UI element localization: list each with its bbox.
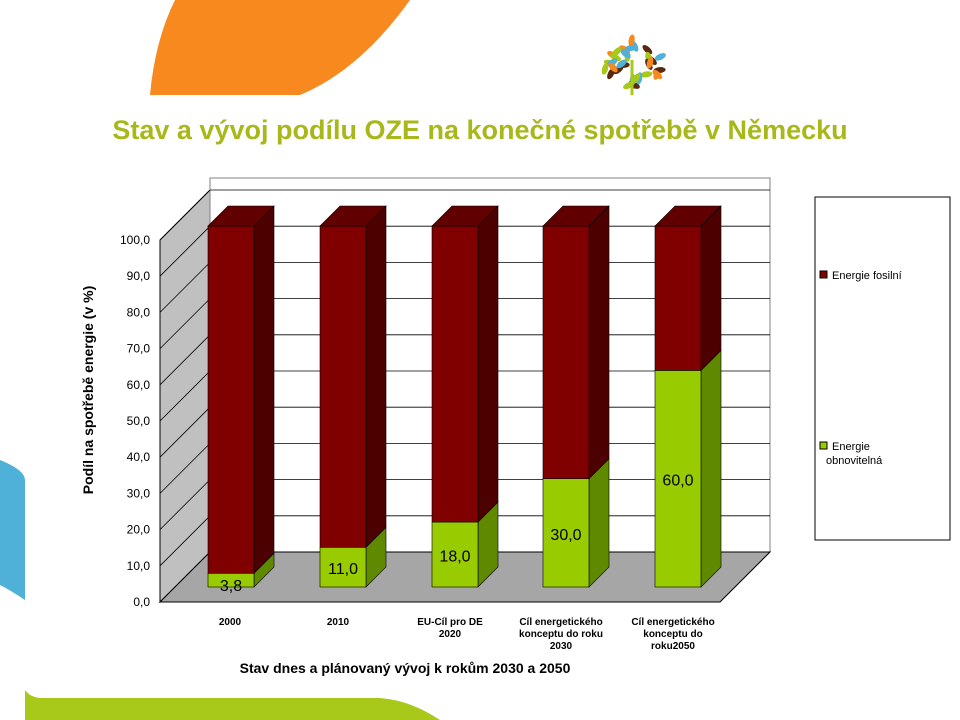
logo-leaf — [612, 47, 622, 57]
bar-renewable — [431, 521, 479, 588]
x-tick-label: Cíl energetického — [519, 617, 602, 628]
orange-decoration — [150, 0, 410, 95]
x-tick-label: Cíl energetického — [631, 617, 714, 628]
y-tick-label: 30,0 — [127, 486, 151, 500]
logo-leaf — [652, 69, 663, 80]
y-tick-label: 10,0 — [127, 559, 151, 573]
y-tick-label: 80,0 — [127, 305, 151, 319]
bar-side — [477, 205, 499, 523]
tree-logo — [601, 34, 666, 95]
x-tick-label: 2000 — [219, 617, 242, 628]
y-tick-label: 0,0 — [133, 595, 150, 609]
bar-top — [431, 205, 499, 227]
logo-leaf — [642, 45, 653, 55]
logo-leaf — [654, 53, 666, 61]
bar-side — [700, 349, 722, 588]
chart: 0,0 10,0 20,0 30,0 40,0 50,0 60,0 70,0 80,0 90,0 1… — [80, 177, 951, 676]
bar-fossil — [207, 225, 255, 574]
bar-renewable — [542, 478, 590, 588]
gridline-side — [159, 298, 211, 349]
bar-fossil — [319, 225, 367, 548]
legend-swatch-renewable — [819, 441, 828, 450]
bar-side — [365, 205, 387, 549]
data-label: 11,0 — [328, 561, 358, 578]
y-tick-label: 50,0 — [127, 414, 151, 428]
bar-top — [542, 205, 610, 227]
bar-top — [319, 205, 387, 227]
x-tick-label: 2020 — [439, 629, 462, 640]
gridline-side — [159, 370, 211, 422]
bar-fossil — [542, 225, 590, 479]
page-title: Stav a vývoj podílu OZE na konečné spotř… — [112, 115, 848, 145]
data-label: 30,0 — [550, 527, 581, 544]
x-tick-label: konceptu do roku — [519, 629, 603, 640]
bar-fossil — [654, 225, 702, 371]
bar-side — [700, 205, 722, 372]
logo-leaf — [624, 45, 637, 52]
logo-leaf — [640, 71, 653, 78]
legend-swatch-fossil — [819, 270, 828, 279]
logo-leaf — [620, 49, 631, 59]
data-label: 3,8 — [220, 578, 242, 595]
gridline-side — [159, 443, 211, 494]
legend-label-fossil: Energie fosilní — [832, 270, 902, 282]
y-tick-label: 60,0 — [127, 378, 151, 392]
legend-label-renewable: Energie obnovitelná — [826, 441, 883, 467]
y-tick-label: 100,0 — [120, 233, 150, 247]
x-tick-label: 2010 — [327, 617, 350, 628]
bar-side — [588, 205, 610, 480]
logo-leaf — [608, 62, 618, 73]
x-axis-title: Stav dnes a plánovaný vývoj k rokům 2030… — [240, 660, 571, 676]
gridline-side — [159, 225, 211, 277]
y-tick-label: 90,0 — [127, 269, 151, 283]
y-tick-label: 70,0 — [127, 342, 151, 356]
logo-leaf — [631, 73, 641, 84]
blue-decoration — [0, 460, 25, 600]
y-axis-title: Podíl na spotřebě energie (v %) — [80, 286, 96, 495]
bar-renewable — [654, 370, 702, 588]
data-label: 60,0 — [662, 473, 693, 490]
bar-fossil — [431, 225, 479, 523]
gridline-side — [159, 406, 211, 458]
logo-leaf — [646, 56, 654, 69]
y-tick-label: 40,0 — [127, 450, 151, 464]
gridline-side — [159, 515, 211, 567]
x-tick-label: EU-Cíl pro DE — [417, 617, 483, 628]
bar-top — [207, 205, 275, 227]
legend — [814, 196, 951, 541]
gridline-side — [159, 189, 211, 241]
logo-leaf — [628, 34, 635, 47]
y-tick-label: 20,0 — [127, 523, 151, 537]
gridline-side — [159, 334, 211, 386]
gridline-side — [159, 262, 211, 313]
x-tick-label: konceptu do — [643, 629, 702, 640]
green-decoration — [25, 690, 440, 720]
logo-leaf — [616, 59, 627, 69]
bar-side — [253, 205, 275, 575]
logo-leaf — [601, 63, 609, 75]
x-tick-label: roku2050 — [651, 641, 695, 652]
bar-renewable — [319, 546, 367, 588]
bar-side — [588, 457, 610, 588]
bar-top — [654, 205, 722, 227]
gridline-side — [159, 479, 211, 530]
x-tick-label: 2030 — [550, 641, 573, 652]
data-label: 18,0 — [439, 549, 470, 566]
